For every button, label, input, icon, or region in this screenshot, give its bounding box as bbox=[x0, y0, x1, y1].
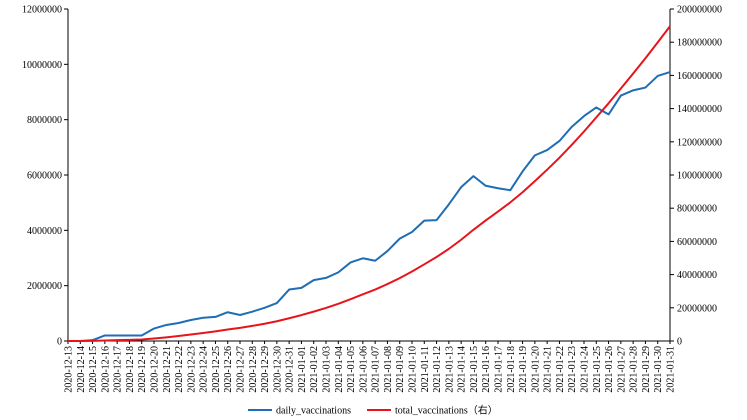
right-tick-label: 100000000 bbox=[677, 171, 722, 182]
left-axis-ticks: 0 2000000 4000000 6000000 8000000 10000000 120… bbox=[22, 5, 68, 348]
x-tick-label: 2021-01-21 bbox=[543, 346, 554, 393]
x-tick-label: 2021-01-04 bbox=[334, 346, 345, 393]
left-tick-label: 4000000 bbox=[27, 226, 62, 237]
x-tick-label: 2021-01-12 bbox=[432, 346, 443, 393]
left-tick-label: 10000000 bbox=[22, 60, 62, 71]
left-tick-label: 0 bbox=[57, 337, 62, 348]
x-tick-label: 2021-01-19 bbox=[518, 346, 529, 393]
right-tick-label: 160000000 bbox=[677, 71, 722, 82]
right-tick-label: 80000000 bbox=[677, 204, 717, 215]
x-tick-label: 2021-01-18 bbox=[506, 346, 517, 393]
legend: daily_vaccinations total_vaccinations（右） bbox=[248, 404, 498, 417]
legend-label: daily_vaccinations bbox=[276, 406, 351, 417]
x-tick-label: 2020-12-24 bbox=[199, 346, 210, 393]
x-axis-ticks: 2020-12-13 2020-12-14 2020-12-15 2020-12-16… bbox=[64, 341, 677, 393]
x-tick-label: 2020-12-21 bbox=[162, 346, 173, 393]
x-tick-label: 2021-01-26 bbox=[604, 346, 615, 393]
right-tick-label: 0 bbox=[677, 337, 682, 348]
x-tick-label: 2020-12-29 bbox=[260, 346, 271, 393]
x-tick-label: 2020-12-20 bbox=[150, 346, 161, 393]
x-tick-label: 2021-01-02 bbox=[309, 346, 320, 393]
x-tick-label: 2020-12-27 bbox=[236, 346, 247, 393]
right-tick-label: 180000000 bbox=[677, 38, 722, 49]
x-tick-label: 2021-01-24 bbox=[580, 346, 591, 393]
x-tick-label: 2020-12-15 bbox=[88, 346, 99, 393]
right-tick-label: 20000000 bbox=[677, 303, 717, 314]
x-tick-label: 2021-01-08 bbox=[383, 346, 394, 393]
x-tick-label: 2021-01-29 bbox=[641, 346, 652, 393]
x-tick-label: 2021-01-16 bbox=[481, 346, 492, 393]
x-tick-label: 2021-01-11 bbox=[420, 346, 431, 392]
right-tick-label: 140000000 bbox=[677, 104, 722, 115]
x-tick-label: 2020-12-17 bbox=[113, 346, 124, 393]
x-tick-label: 2020-12-26 bbox=[223, 346, 234, 393]
x-tick-label: 2021-01-31 bbox=[666, 346, 677, 393]
x-tick-label: 2021-01-14 bbox=[457, 346, 468, 393]
x-tick-label: 2021-01-01 bbox=[297, 346, 308, 393]
x-tick-label: 2021-01-07 bbox=[371, 346, 382, 393]
x-tick-label: 2021-01-20 bbox=[530, 346, 541, 393]
x-tick-label: 2020-12-30 bbox=[272, 346, 283, 393]
x-tick-label: 2020-12-23 bbox=[186, 346, 197, 393]
left-tick-label: 2000000 bbox=[27, 281, 62, 292]
x-tick-label: 2021-01-10 bbox=[408, 346, 419, 393]
x-tick-label: 2021-01-03 bbox=[322, 346, 333, 393]
x-tick-label: 2021-01-13 bbox=[444, 346, 455, 393]
x-tick-label: 2020-12-25 bbox=[211, 346, 222, 393]
x-tick-label: 2020-12-18 bbox=[125, 346, 136, 393]
right-tick-label: 40000000 bbox=[677, 270, 717, 281]
left-tick-label: 12000000 bbox=[22, 5, 62, 16]
left-tick-label: 6000000 bbox=[27, 171, 62, 182]
right-axis-ticks: 0 20000000 40000000 60000000 80000000 1000000… bbox=[670, 5, 722, 348]
x-tick-label: 2021-01-28 bbox=[629, 346, 640, 393]
x-tick-label: 2020-12-14 bbox=[76, 346, 87, 393]
legend-label: total_vaccinations（右） bbox=[395, 404, 498, 417]
x-tick-label: 2020-12-28 bbox=[248, 346, 259, 393]
series-lines bbox=[68, 25, 671, 342]
x-tick-label: 2021-01-17 bbox=[494, 346, 505, 393]
right-tick-label: 60000000 bbox=[677, 237, 717, 248]
series-line-total-vaccinations bbox=[68, 25, 671, 342]
series-line-daily-vaccinations bbox=[68, 71, 671, 342]
x-tick-label: 2021-01-23 bbox=[567, 346, 578, 393]
x-tick-label: 2021-01-06 bbox=[358, 346, 369, 393]
x-tick-label: 2021-01-22 bbox=[555, 346, 566, 393]
x-tick-label: 2020-12-16 bbox=[100, 346, 111, 393]
x-tick-label: 2020-12-13 bbox=[64, 346, 75, 393]
x-tick-label: 2020-12-19 bbox=[137, 346, 148, 393]
x-tick-label: 2021-01-30 bbox=[653, 346, 664, 393]
x-tick-label: 2021-01-15 bbox=[469, 346, 480, 393]
left-tick-label: 8000000 bbox=[27, 115, 62, 126]
x-tick-label: 2021-01-09 bbox=[395, 346, 406, 393]
x-tick-label: 2021-01-25 bbox=[592, 346, 603, 393]
x-tick-label: 2021-01-05 bbox=[346, 346, 357, 393]
right-tick-label: 200000000 bbox=[677, 5, 722, 16]
x-tick-label: 2020-12-22 bbox=[174, 346, 185, 393]
right-tick-label: 120000000 bbox=[677, 137, 722, 148]
x-tick-label: 2021-01-27 bbox=[616, 346, 627, 393]
x-tick-label: 2020-12-31 bbox=[285, 346, 296, 393]
